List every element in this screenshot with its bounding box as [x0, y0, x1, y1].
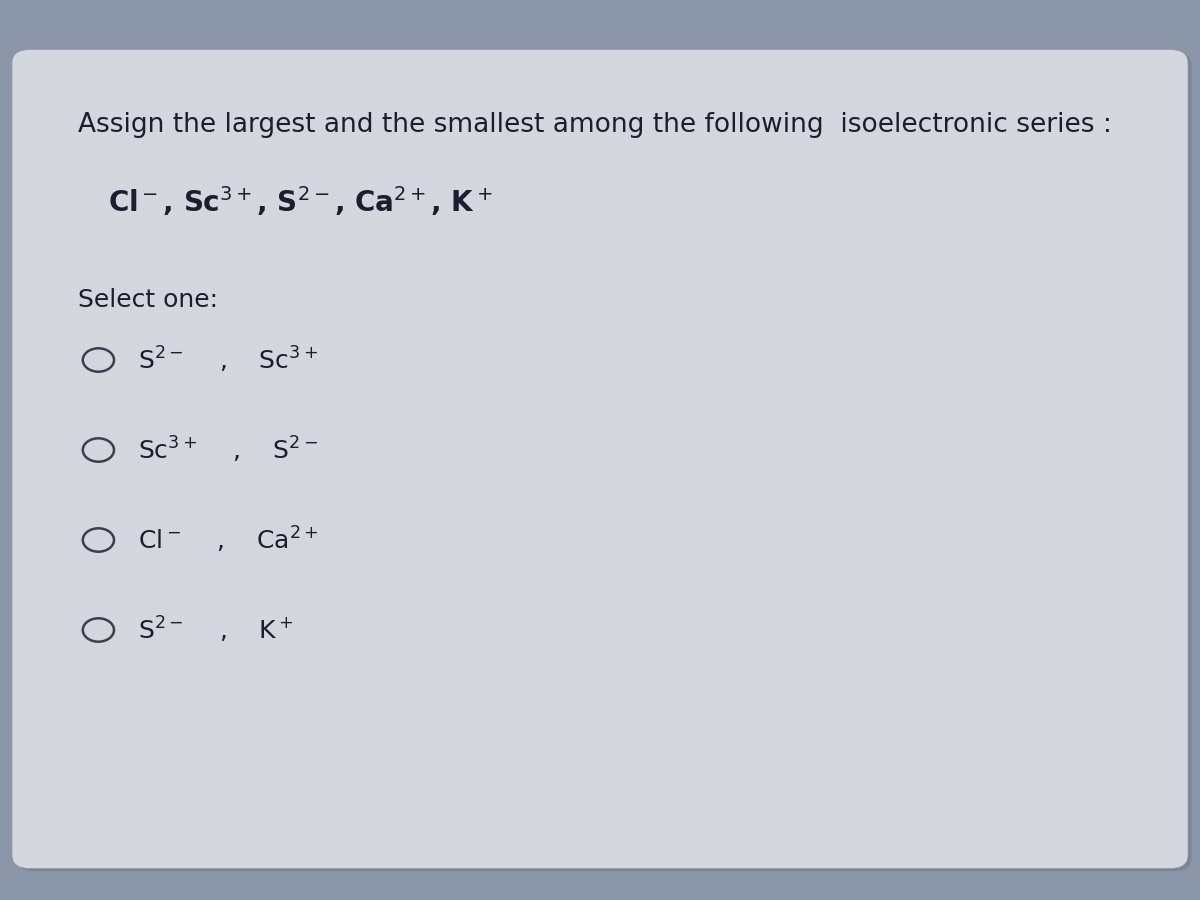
Text: Cl$^-$    ,    Ca$^{2+}$: Cl$^-$ , Ca$^{2+}$ [138, 525, 319, 555]
Text: S$^{2-}$    ,    K$^+$: S$^{2-}$ , K$^+$ [138, 615, 294, 645]
FancyBboxPatch shape [16, 52, 1192, 871]
FancyBboxPatch shape [12, 50, 1188, 868]
Text: S$^{2-}$    ,    Sc$^{3+}$: S$^{2-}$ , Sc$^{3+}$ [138, 345, 318, 375]
Text: Assign the largest and the smallest among the following  isoelectronic series :: Assign the largest and the smallest amon… [78, 112, 1112, 139]
Text: Select one:: Select one: [78, 288, 218, 312]
Text: Cl$^-$, Sc$^{3+}$, S$^{2-}$, Ca$^{2+}$, K$^+$: Cl$^-$, Sc$^{3+}$, S$^{2-}$, Ca$^{2+}$, … [108, 184, 493, 219]
Text: Sc$^{3+}$    ,    S$^{2-}$: Sc$^{3+}$ , S$^{2-}$ [138, 435, 318, 465]
